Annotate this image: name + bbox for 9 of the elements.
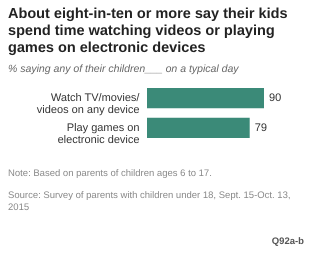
y-tick-label: Play games on electronic device: [58, 122, 140, 146]
source-note: Source: Survey of parents with children under 18, Sept. 15-Oct. 13, 2015: [8, 190, 292, 214]
text: Q92a-b: [270, 236, 304, 247]
data-label: 90: [269, 92, 282, 104]
text: Note: Based on parents of children ages 6 to 17.: [8, 168, 213, 180]
data-label: 79: [254, 122, 267, 134]
chart-title: About eight-in-ten or more say their kids spend time watching videos or playing games on electronic devices: [8, 6, 289, 57]
chart-subtitle: % saying any of their children___ on a typical day: [8, 63, 239, 75]
y-tick-label: Watch TV/movies/videos on any device: [36, 92, 140, 116]
